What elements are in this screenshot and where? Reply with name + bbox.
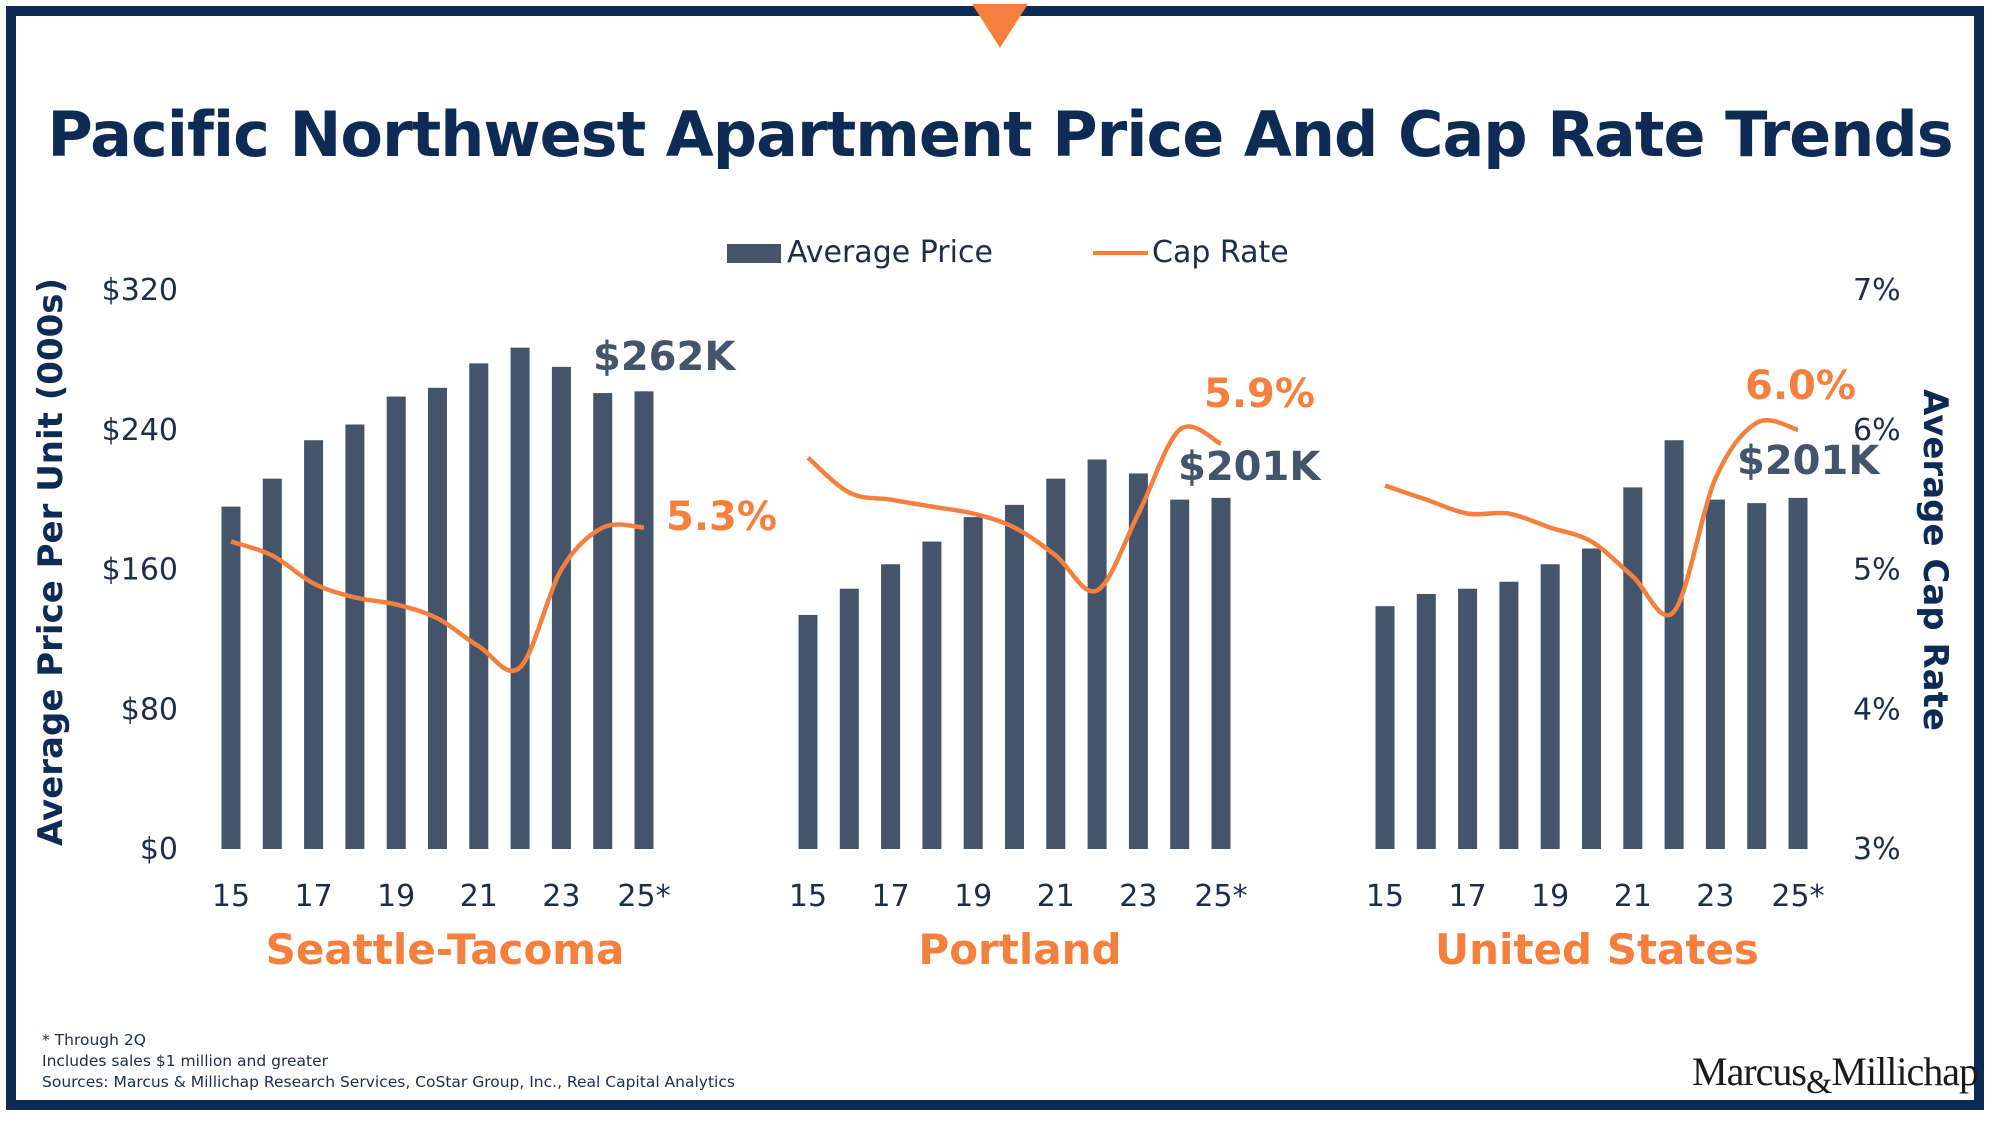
portland-bar-25* — [1211, 497, 1231, 849]
legend-line-label: Cap Rate — [1152, 235, 1289, 270]
seattle-tacoma-bar-23 — [551, 366, 571, 849]
portland-x-tick-21: 21 — [1037, 879, 1075, 914]
seattle-tacoma-bar-18 — [345, 424, 365, 849]
left-axis-tick-3: $240 — [102, 413, 178, 448]
seattle-tacoma-x-tick-21: 21 — [460, 879, 498, 914]
seattle-tacoma-bar-22 — [510, 347, 530, 849]
united-states-bar-20 — [1582, 548, 1601, 849]
seattle-tacoma-x-tick-15: 15 — [212, 879, 250, 914]
seattle-tacoma-price-label: $262K — [593, 334, 737, 380]
united-states-bar-15 — [1375, 606, 1395, 849]
seattle-tacoma-cap-rate-label: 5.3% — [666, 494, 777, 540]
seattle-tacoma-bar-21 — [469, 363, 489, 849]
portland-bar-20 — [1005, 504, 1024, 849]
united-states-bar-17 — [1458, 588, 1478, 849]
united-states-bar-16 — [1416, 593, 1436, 849]
portland-x-tick-17: 17 — [872, 879, 910, 914]
united-states-price-label: $201K — [1737, 438, 1881, 484]
right-axis-tick-2: 5% — [1853, 553, 1901, 588]
seattle-tacoma-bar-17 — [304, 440, 324, 849]
seattle-tacoma-x-tick-19: 19 — [377, 879, 415, 914]
seattle-tacoma-bar-19 — [386, 396, 406, 849]
seattle-tacoma-panel-title: Seattle-Tacoma — [266, 925, 625, 974]
united-states-bar-19 — [1540, 564, 1560, 849]
portland-bar-18 — [922, 541, 942, 849]
portland-cap-rate-label: 5.9% — [1204, 371, 1315, 417]
united-states-cap-rate-line — [1384, 418, 1799, 618]
left-axis-title: Average Price Per Unit (000s) — [31, 278, 71, 846]
united-states-x-tick-15: 15 — [1366, 879, 1404, 914]
legend-bar-swatch — [727, 244, 781, 263]
portland-x-tick-19: 19 — [954, 879, 992, 914]
right-axis-tick-3: 6% — [1853, 413, 1901, 448]
legend-bar-label: Average Price — [787, 235, 993, 270]
footnote-through: * Through 2Q — [42, 1031, 146, 1049]
seattle-tacoma-cap-rate-line — [230, 522, 645, 673]
united-states-x-tick-17: 17 — [1449, 879, 1487, 914]
right-axis-tick-4: 7% — [1853, 273, 1901, 308]
left-axis-tick-1: $80 — [121, 692, 178, 727]
left-axis-tick-4: $320 — [102, 273, 178, 308]
united-states-bar-25* — [1788, 497, 1808, 849]
seattle-tacoma-x-tick-23: 23 — [542, 879, 580, 914]
left-axis-tick-2: $160 — [102, 553, 178, 588]
chart-title: Pacific Northwest Apartment Price And Ca… — [47, 98, 1953, 171]
right-axis-title: Average Cap Rate — [1915, 389, 1955, 731]
portland-bar-21 — [1046, 478, 1066, 849]
united-states-panel-title: United States — [1435, 925, 1759, 974]
right-axis-tick-1: 4% — [1853, 692, 1901, 727]
portland-bar-24 — [1170, 499, 1190, 849]
united-states-bar-18 — [1499, 581, 1519, 849]
united-states-bar-21 — [1623, 487, 1643, 849]
slide-frame — [6, 6, 1984, 1110]
portland-bar-22 — [1087, 459, 1107, 849]
portland-panel-title: Portland — [918, 925, 1121, 974]
united-states-x-tick-21: 21 — [1614, 879, 1652, 914]
portland-x-tick-15: 15 — [789, 879, 827, 914]
seattle-tacoma-bar-24 — [593, 393, 613, 849]
seattle-tacoma-bar-25* — [634, 391, 654, 849]
seattle-tacoma-bar-16 — [262, 478, 282, 849]
united-states-cap-rate-label: 6.0% — [1745, 363, 1856, 409]
seattle-tacoma-x-tick-17: 17 — [295, 879, 333, 914]
united-states-bar-24 — [1747, 503, 1767, 849]
portland-x-tick-23: 23 — [1119, 879, 1157, 914]
united-states-bar-22 — [1664, 440, 1684, 849]
footnote-includes: Includes sales $1 million and greater — [42, 1052, 329, 1070]
united-states-bar-23 — [1705, 499, 1725, 849]
portland-bar-15 — [798, 614, 818, 849]
portland-cap-rate-line — [806, 424, 1223, 594]
left-axis-tick-0: $0 — [140, 832, 178, 867]
united-states-x-tick-25: 25* — [1771, 879, 1824, 914]
united-states-x-tick-23: 23 — [1696, 879, 1734, 914]
portland-bar-16 — [839, 588, 859, 849]
right-axis-tick-0: 3% — [1853, 832, 1901, 867]
portland-bar-17 — [881, 564, 901, 849]
portland-x-tick-25: 25* — [1194, 879, 1247, 914]
united-states-x-tick-19: 19 — [1531, 879, 1569, 914]
portland-bar-23 — [1128, 473, 1148, 849]
footnotes: * Through 2Q Includes sales $1 million a… — [42, 1030, 735, 1093]
portland-price-label: $201K — [1178, 444, 1322, 490]
seattle-tacoma-bar-15 — [221, 506, 241, 849]
footnote-sources: Sources: Marcus & Millichap Research Ser… — [42, 1073, 735, 1091]
seattle-tacoma-x-tick-25: 25* — [617, 879, 670, 914]
portland-bar-19 — [963, 517, 983, 849]
marcus-millichap-logo: Marcus&Millichap — [1692, 1049, 1979, 1101]
orange-notch-marker — [972, 4, 1028, 48]
